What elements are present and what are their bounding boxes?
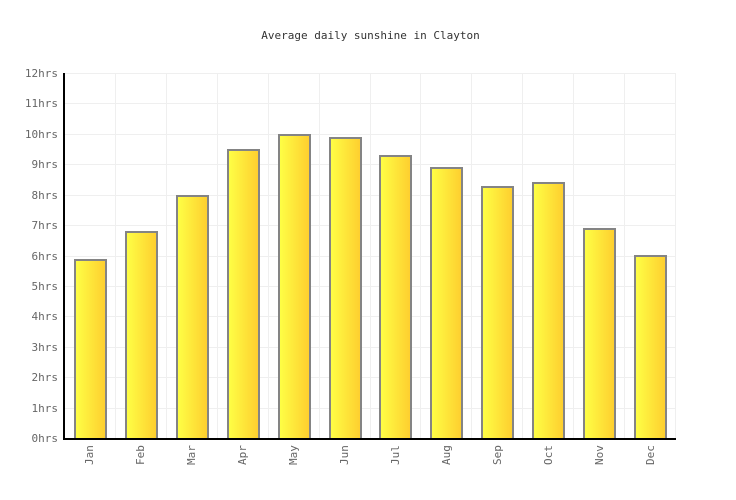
bar-dec[interactable] [634,255,667,438]
v-gridline [675,73,676,438]
v-gridline [573,73,574,438]
y-tick-label: 10hrs [24,127,58,141]
y-tick-label: 11hrs [24,97,58,111]
bar-oct[interactable] [532,182,565,438]
v-gridline [624,73,625,438]
v-gridline [268,73,269,438]
x-tick-label-feb: Feb [134,445,147,465]
bar-jul[interactable] [379,155,412,438]
x-tick-label-jul: Jul [389,445,402,465]
bar-nov[interactable] [583,228,616,438]
bar-jun[interactable] [329,137,362,438]
bar-sep[interactable] [481,186,514,438]
bar-apr[interactable] [227,149,260,438]
x-tick-label-aug: Aug [440,445,453,465]
plot-area [63,73,676,440]
y-tick-label: 0hrs [31,432,59,445]
y-tick-label: 4hrs [31,310,59,324]
y-tick-label: 5hrs [31,279,59,293]
x-tick-label-sep: Sep [491,445,504,465]
x-tick-label-jun: Jun [338,445,351,465]
y-tick-label: 9hrs [31,158,59,172]
bar-feb[interactable] [125,231,158,438]
v-gridline [319,73,320,438]
y-tick-label: 2hrs [31,371,59,385]
y-tick-label: 12hrs [24,67,58,80]
y-tick-label: 6hrs [31,249,59,263]
v-gridline [420,73,421,438]
y-tick-label: 1hrs [31,401,59,415]
bar-mar[interactable] [176,195,209,438]
v-gridline [471,73,472,438]
x-tick-label-jan: Jan [83,445,96,465]
x-tick-label-apr: Apr [236,445,249,465]
x-tick-label-nov: Nov [593,445,606,465]
bar-aug[interactable] [430,167,463,438]
bar-jan[interactable] [74,259,107,438]
x-tick-label-oct: Oct [542,445,555,465]
v-gridline [370,73,371,438]
bar-may[interactable] [278,134,311,438]
x-tick-label-may: May [287,445,300,465]
x-tick-label-mar: Mar [185,445,198,465]
v-gridline [166,73,167,438]
v-gridline [115,73,116,438]
v-gridline [522,73,523,438]
v-gridline [217,73,218,438]
x-tick-label-dec: Dec [644,445,657,465]
y-tick-label: 3hrs [31,340,59,354]
y-tick-label: 8hrs [31,188,59,202]
y-tick-label: 7hrs [31,219,59,233]
chart-title: Average daily sunshine in Clayton [261,29,480,42]
